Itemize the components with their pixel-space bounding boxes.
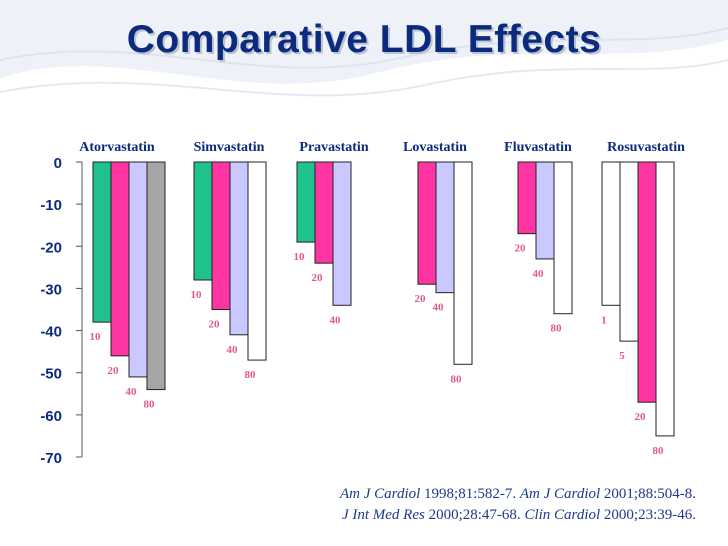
bar [601, 161, 621, 306]
y-tick-label: -30 [40, 281, 62, 298]
bar [332, 161, 352, 306]
dose-label: 10 [191, 289, 203, 301]
citation-journal: J Int Med Res [341, 507, 425, 523]
bar [453, 161, 473, 365]
y-tick-label: -20 [40, 239, 62, 256]
dose-label: 40 [433, 302, 445, 314]
y-tick-label: -50 [40, 366, 62, 383]
bar [435, 161, 455, 294]
bar [655, 161, 675, 437]
group-label: Pravastatin [299, 140, 368, 155]
y-tick-label: 0 [54, 155, 62, 172]
page-title: Comparative LDL Effects [126, 18, 602, 61]
dose-label: 5 [619, 350, 625, 362]
dose-label: 80 [245, 369, 257, 381]
group-label: Simvastatin [194, 140, 265, 155]
dose-label: 1 [601, 314, 607, 326]
citation-line-2: J Int Med Res 2000;28:47-68. Clin Cardio… [340, 505, 696, 526]
dose-label: 80 [144, 399, 156, 411]
group-label: Lovastatin [403, 140, 467, 155]
background-waves [0, 0, 728, 97]
y-tick-label: -60 [40, 408, 62, 425]
bar [92, 161, 112, 323]
dose-label: 20 [635, 411, 647, 423]
dose-label: 20 [415, 293, 427, 305]
citation-ref: 1998;81:582-7. [420, 486, 520, 502]
bar [247, 161, 267, 361]
y-tick-label: -10 [40, 197, 62, 214]
dose-label: 20 [515, 243, 527, 255]
dose-label: 10 [294, 251, 306, 263]
bar [417, 161, 437, 285]
bar [619, 161, 639, 342]
dose-label: 40 [533, 268, 545, 280]
citation-block: Am J Cardiol 1998;81:582-7. Am J Cardiol… [340, 484, 696, 526]
citation-ref: 2000;28:47-68. [424, 507, 525, 523]
citation-journal: Am J Cardiol [340, 486, 421, 502]
bar [637, 161, 657, 403]
group-label: Fluvastatin [504, 140, 572, 155]
bar [535, 161, 555, 260]
dose-label: 80 [451, 373, 463, 385]
bar [296, 161, 316, 243]
citation-journal: Clin Cardiol [524, 507, 601, 523]
y-tick-label: -70 [40, 450, 62, 467]
group-label: Rosuvastatin [607, 140, 685, 155]
bar [110, 161, 130, 357]
dose-label: 20 [209, 319, 221, 331]
bar [229, 161, 249, 336]
bar [211, 161, 231, 310]
dose-label: 40 [330, 314, 342, 326]
y-tick-label: -40 [40, 324, 62, 341]
citation-journal: Am J Cardiol [519, 486, 601, 502]
dose-label: 80 [551, 323, 563, 335]
dose-label: 40 [227, 344, 239, 356]
dose-label: 80 [653, 445, 665, 457]
dose-label: 40 [126, 386, 138, 398]
bar [517, 161, 537, 235]
bar [193, 161, 213, 281]
citation-ref: 2000;23:39-46. [600, 507, 696, 523]
group-label: Atorvastatin [79, 140, 155, 155]
dose-label: 20 [312, 272, 324, 284]
citation-ref: 2001;88:504-8. [600, 486, 696, 502]
bar [314, 161, 334, 264]
dose-label: 10 [90, 331, 102, 343]
dose-label: 20 [108, 365, 120, 377]
bar [553, 161, 573, 315]
bar [128, 161, 148, 378]
bar [146, 161, 166, 391]
citation-line-1: Am J Cardiol 1998;81:582-7. Am J Cardiol… [340, 484, 696, 505]
